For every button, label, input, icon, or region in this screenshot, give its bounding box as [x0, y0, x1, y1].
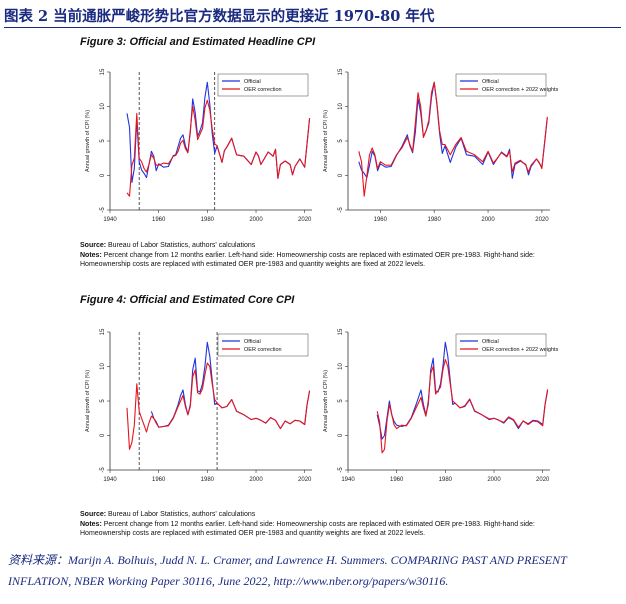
chart-fig4-left: -5 0 5 10 15 1940 1960 1980 2000 2020 Annual growt… [80, 322, 320, 492]
y-tick-label: 5 [100, 399, 106, 403]
figure-3-source-label: Source: [80, 242, 107, 249]
y-tick-label: 5 [100, 139, 106, 143]
legend-label: OER correction [244, 347, 282, 353]
figure-4-source-label: Source: [80, 511, 107, 518]
y-tick-label: 0 [338, 173, 344, 177]
x-tick-label: 1940 [103, 477, 117, 483]
chart-fig4-right: -5 0 5 10 15 1940 1960 1980 2000 2020 Annual growt… [318, 322, 559, 492]
y-tick-label: 15 [338, 68, 344, 75]
legend-label: OER correction + 2022 weights [482, 87, 559, 93]
chart-fig4-right-svg: -5 0 5 10 15 1940 1960 1980 2000 2020 Annual growt… [323, 328, 559, 483]
y-axis-label: Annual growth of CPI (%) [323, 370, 329, 432]
x-tick-label: 1960 [390, 477, 404, 483]
legend-label: Official [244, 79, 261, 85]
y-tick-label: 5 [338, 399, 344, 403]
series-line-official [376, 341, 549, 440]
legend-box [217, 73, 309, 97]
chart-fig3-left-svg: -5 0 5 10 15 1940 1960 1980 2000 2020 Annual growt… [85, 68, 312, 223]
y-tick-label: -5 [100, 207, 106, 213]
x-tick-label: 1960 [152, 477, 166, 483]
series-line-official [358, 81, 548, 179]
y-tick-label: -5 [100, 467, 106, 473]
legend-box [455, 333, 547, 357]
figure-3-notes: Source: Bureau of Labor Statistics, auth… [80, 241, 560, 270]
y-tick-label: 0 [338, 433, 344, 437]
y-tick-label: 10 [338, 363, 344, 370]
y-tick-label: 15 [338, 328, 344, 335]
series-line-estimated [358, 81, 548, 197]
chart-fig4-left-svg: -5 0 5 10 15 1940 1960 1980 2000 2020 Annual growt… [85, 328, 312, 483]
x-tick-label: 1940 [341, 477, 355, 483]
y-tick-label: 0 [100, 433, 106, 437]
figure-3-title: Figure 3: Official and Estimated Headlin… [80, 36, 316, 48]
x-tick-label: 2020 [298, 477, 312, 483]
figure-4-notes: Source: Bureau of Labor Statistics, auth… [80, 510, 560, 539]
figure-3-source-text: Bureau of Labor Statistics, authors' cal… [108, 242, 256, 249]
figure-4-source-text: Bureau of Labor Statistics, authors' cal… [108, 511, 256, 518]
legend-label: Official [244, 339, 261, 345]
figure-4-notes-text: Percent change from 12 months earlier. L… [80, 520, 535, 538]
y-axis-label: Annual growth of CPI (%) [85, 370, 91, 432]
x-tick-label: 1940 [103, 217, 117, 223]
y-tick-label: 10 [100, 363, 106, 370]
x-tick-label: 1980 [428, 217, 442, 223]
figure-4-title: Figure 4: Official and Estimated Core CP… [80, 294, 295, 306]
y-tick-label: 10 [100, 103, 106, 110]
legend-box [455, 73, 547, 97]
x-tick-label: 1980 [201, 477, 215, 483]
y-tick-label: 5 [338, 139, 344, 143]
x-tick-label: 1980 [201, 217, 215, 223]
source-citation: 资料来源：Marijn A. Bolhuis, Judd N. L. Crame… [8, 553, 567, 588]
y-axis-label: Annual growth of CPI (%) [323, 110, 329, 172]
series-line-official [126, 81, 311, 183]
x-tick-label: 2020 [536, 477, 550, 483]
y-tick-label: 15 [100, 328, 106, 335]
figure-3-notes-label: Notes: [80, 251, 102, 259]
title-rule [4, 27, 621, 28]
x-tick-label: 2000 [249, 217, 263, 223]
legend-label: OER correction [244, 87, 282, 93]
page-title: 图表 2 当前通胀严峻形势比官方数据显示的更接近 1970-80 年代 [4, 8, 435, 25]
x-tick-label: 2000 [487, 477, 501, 483]
x-tick-label: 1980 [439, 477, 453, 483]
series-line-estimated [376, 359, 549, 454]
y-tick-label: 0 [100, 173, 106, 177]
legend-label: OER correction + 2022 weights [482, 347, 559, 353]
x-tick-label: 1960 [152, 217, 166, 223]
chart-fig3-right-svg: -5 0 5 10 15 1960 1980 2000 2020 Annual growth of… [323, 68, 559, 223]
figure-4-notes-label: Notes: [80, 520, 102, 528]
x-tick-label: 2000 [249, 477, 263, 483]
x-tick-label: 2020 [535, 217, 549, 223]
y-tick-label: -5 [338, 467, 344, 473]
legend-label: Official [482, 339, 499, 345]
x-tick-label: 2020 [298, 217, 312, 223]
legend-label: Official [482, 79, 499, 85]
series-line-estimated [126, 99, 311, 197]
x-tick-label: 1960 [374, 217, 388, 223]
chart-fig3-right: -5 0 5 10 15 1960 1980 2000 2020 Annual growth of… [318, 62, 559, 232]
y-tick-label: -5 [338, 207, 344, 213]
y-axis-label: Annual growth of CPI (%) [85, 110, 91, 172]
chart-fig3-left: -5 0 5 10 15 1940 1960 1980 2000 2020 Annual growt… [80, 62, 320, 232]
x-tick-label: 2000 [481, 217, 495, 223]
y-tick-label: 10 [338, 103, 344, 110]
series-line-estimated [126, 362, 311, 450]
legend-box [217, 333, 309, 357]
y-tick-label: 15 [100, 68, 106, 75]
figure-3-notes-text: Percent change from 12 months earlier. L… [80, 251, 535, 269]
